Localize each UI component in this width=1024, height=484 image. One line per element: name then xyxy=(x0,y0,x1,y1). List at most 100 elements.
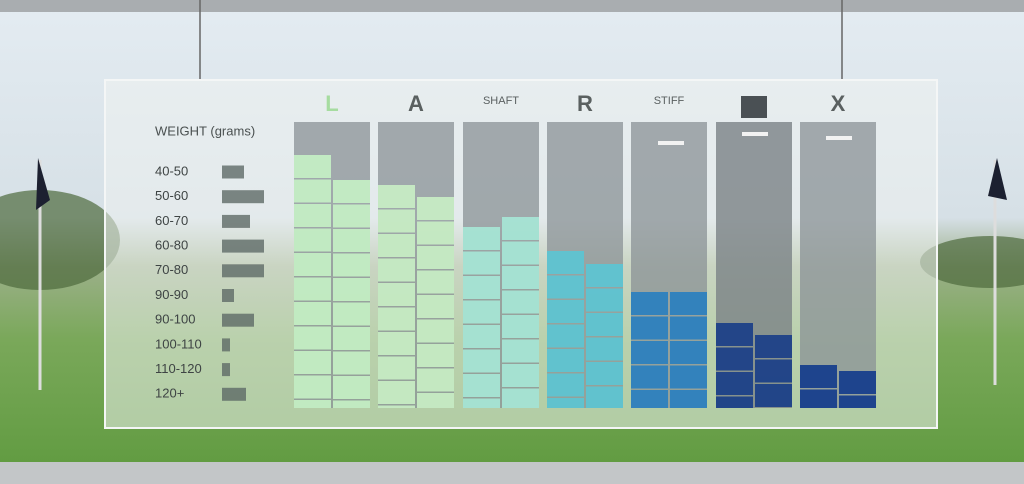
dash xyxy=(826,136,852,140)
weight-label: 60-80 xyxy=(155,238,188,253)
weight-swatch xyxy=(222,289,234,302)
column-cell xyxy=(378,209,415,233)
column-cell xyxy=(333,180,370,203)
column-cell xyxy=(586,264,623,287)
weight-label: 70-80 xyxy=(155,262,188,277)
column-cell xyxy=(333,229,370,252)
trees xyxy=(0,190,120,290)
column-cell xyxy=(294,277,331,301)
column-cell xyxy=(670,341,707,364)
weight-label: 90-100 xyxy=(155,312,195,327)
column-cell xyxy=(333,278,370,301)
column-cell xyxy=(586,313,623,336)
flag xyxy=(36,158,50,210)
weight-swatch xyxy=(222,387,246,401)
column-cell xyxy=(502,290,539,314)
column-cell xyxy=(800,389,837,408)
column-track xyxy=(631,122,707,408)
column-cell xyxy=(294,204,331,227)
column-cell xyxy=(378,283,415,306)
column-cell xyxy=(716,347,753,371)
column-cell xyxy=(547,251,584,274)
column-cell xyxy=(333,400,370,408)
weight-swatch xyxy=(222,239,264,253)
weight-swatch xyxy=(222,313,254,327)
column-label: L xyxy=(325,91,338,116)
column-cell xyxy=(333,327,370,350)
column-cell xyxy=(463,300,500,324)
column-cell xyxy=(463,227,500,250)
column-label: A xyxy=(408,91,424,116)
column-cell xyxy=(417,270,454,294)
column-cell xyxy=(631,316,668,340)
column-cell xyxy=(502,315,539,338)
column-label: STIFF xyxy=(654,95,685,107)
weight-label: 60-70 xyxy=(155,213,188,228)
column-cell xyxy=(502,339,539,363)
column-cell xyxy=(547,300,584,323)
column-cell xyxy=(631,365,668,389)
dash xyxy=(658,141,684,145)
weight-swatch xyxy=(222,363,230,377)
weight-swatch xyxy=(222,338,230,352)
column-cell xyxy=(417,319,454,343)
column-label: SHAFT xyxy=(483,95,519,107)
column-cell xyxy=(294,400,331,408)
column-cell xyxy=(294,253,331,276)
flag xyxy=(988,158,1007,200)
weight-label: 90-90 xyxy=(155,287,188,302)
column-cell xyxy=(839,371,876,394)
column-cell xyxy=(755,335,792,358)
column-cell xyxy=(417,246,454,269)
column-cell xyxy=(294,302,331,325)
dash xyxy=(742,132,768,136)
column-cell xyxy=(670,390,707,408)
column-cell xyxy=(547,324,584,348)
weight-label: 120+ xyxy=(155,386,184,401)
column-cell xyxy=(502,388,539,408)
column-cell xyxy=(333,376,370,399)
weight-label: 100-110 xyxy=(155,336,202,351)
column-cell xyxy=(716,372,753,395)
column-cell xyxy=(800,365,837,388)
column-cell xyxy=(378,258,415,282)
column-cell xyxy=(586,386,623,408)
panel-content: 40-50 50-60 60-70 60-80 70-80 90-90 90-100 100-… xyxy=(155,91,876,408)
column-cell xyxy=(631,390,668,408)
column-cell xyxy=(631,292,668,315)
column-cell xyxy=(670,365,707,389)
column-cell xyxy=(547,275,584,299)
column-cell xyxy=(670,292,707,315)
weight-swatch xyxy=(222,214,250,228)
column-cell xyxy=(670,316,707,340)
column-cell xyxy=(502,217,539,240)
column-cell xyxy=(378,381,415,404)
column-cell xyxy=(417,221,454,245)
column-track xyxy=(800,122,876,408)
weight-swatch xyxy=(222,264,264,278)
column-cell xyxy=(378,234,415,257)
column-cell xyxy=(378,356,415,380)
column-cell xyxy=(294,326,331,350)
column-cell xyxy=(378,185,415,208)
column-cell xyxy=(716,323,753,346)
column-cell xyxy=(463,325,500,348)
column-cell xyxy=(417,344,454,367)
column-cell xyxy=(502,266,539,289)
column-cell xyxy=(378,405,415,408)
column-cell xyxy=(502,241,539,265)
column-label: X xyxy=(831,91,846,116)
column-cell xyxy=(547,373,584,397)
column-cell xyxy=(417,295,454,318)
column-cell xyxy=(294,155,331,178)
column-cell xyxy=(586,337,623,361)
column-cell xyxy=(417,393,454,408)
column-cell xyxy=(333,204,370,228)
trees xyxy=(920,236,1024,288)
weight-label: 40-50 xyxy=(155,163,188,178)
column-cell xyxy=(839,395,876,408)
column-cell xyxy=(333,253,370,277)
frame-top xyxy=(0,0,1024,12)
column-cell xyxy=(463,276,500,299)
